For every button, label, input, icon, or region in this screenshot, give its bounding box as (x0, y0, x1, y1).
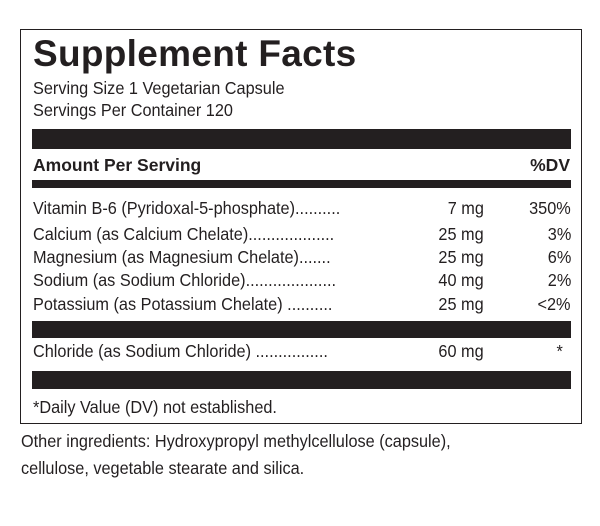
nutrient-amount: 60 mg (438, 341, 484, 361)
other-ingredients-line-2: cellulose, vegetable stearate and silica… (21, 458, 305, 478)
supplement-facts-panel: Supplement Facts Serving Size 1 Vegetari… (20, 29, 582, 424)
nutrient-dv: * (556, 341, 563, 361)
nutrient-name: Sodium (as Sodium Chloride).............… (33, 270, 337, 290)
panel-title: Supplement Facts (33, 33, 357, 74)
nutrient-dv: 6% (547, 247, 571, 267)
footnote: *Daily Value (DV) not established. (33, 397, 277, 417)
nutrient-dv: 350% (529, 198, 571, 218)
divider-thick (32, 129, 571, 149)
nutrient-dv: 3% (547, 224, 571, 244)
nutrient-row: Potassium (as Potassium Chelate) .......… (33, 294, 571, 317)
nutrient-amount: 25 mg (438, 294, 484, 314)
nutrient-row: Vitamin B-6 (Pyridoxal-5-phosphate).....… (33, 198, 571, 221)
nutrient-row: Chloride (as Sodium Chloride) ..........… (33, 341, 571, 364)
servings-per-container: Servings Per Container 120 (33, 100, 233, 120)
dv-header: %DV (530, 155, 570, 175)
nutrient-row: Sodium (as Sodium Chloride).............… (33, 270, 571, 293)
divider-thick (32, 321, 571, 338)
serving-size: Serving Size 1 Vegetarian Capsule (33, 78, 285, 98)
nutrient-name: Magnesium (as Magnesium Chelate)....... (33, 247, 331, 267)
nutrient-row: Calcium (as Calcium Chelate)............… (33, 224, 571, 247)
other-ingredients-line-1: Other ingredients: Hydroxypropyl methylc… (21, 431, 451, 451)
nutrient-name: Vitamin B-6 (Pyridoxal-5-phosphate).....… (33, 198, 341, 218)
nutrient-dv: <2% (537, 294, 571, 314)
divider-thick (32, 371, 571, 389)
nutrient-amount: 25 mg (438, 224, 484, 244)
nutrient-name: Calcium (as Calcium Chelate)............… (33, 224, 335, 244)
amount-per-serving-header: Amount Per Serving (33, 155, 202, 175)
nutrient-row: Magnesium (as Magnesium Chelate)....... … (33, 247, 571, 270)
nutrient-amount: 25 mg (438, 247, 484, 267)
nutrient-amount: 40 mg (438, 270, 484, 290)
nutrient-name: Chloride (as Sodium Chloride) ..........… (33, 341, 328, 361)
nutrient-amount: 7 mg (447, 198, 484, 218)
nutrient-dv: 2% (547, 270, 571, 290)
divider-medium (32, 180, 571, 188)
nutrient-name: Potassium (as Potassium Chelate) .......… (33, 294, 333, 314)
